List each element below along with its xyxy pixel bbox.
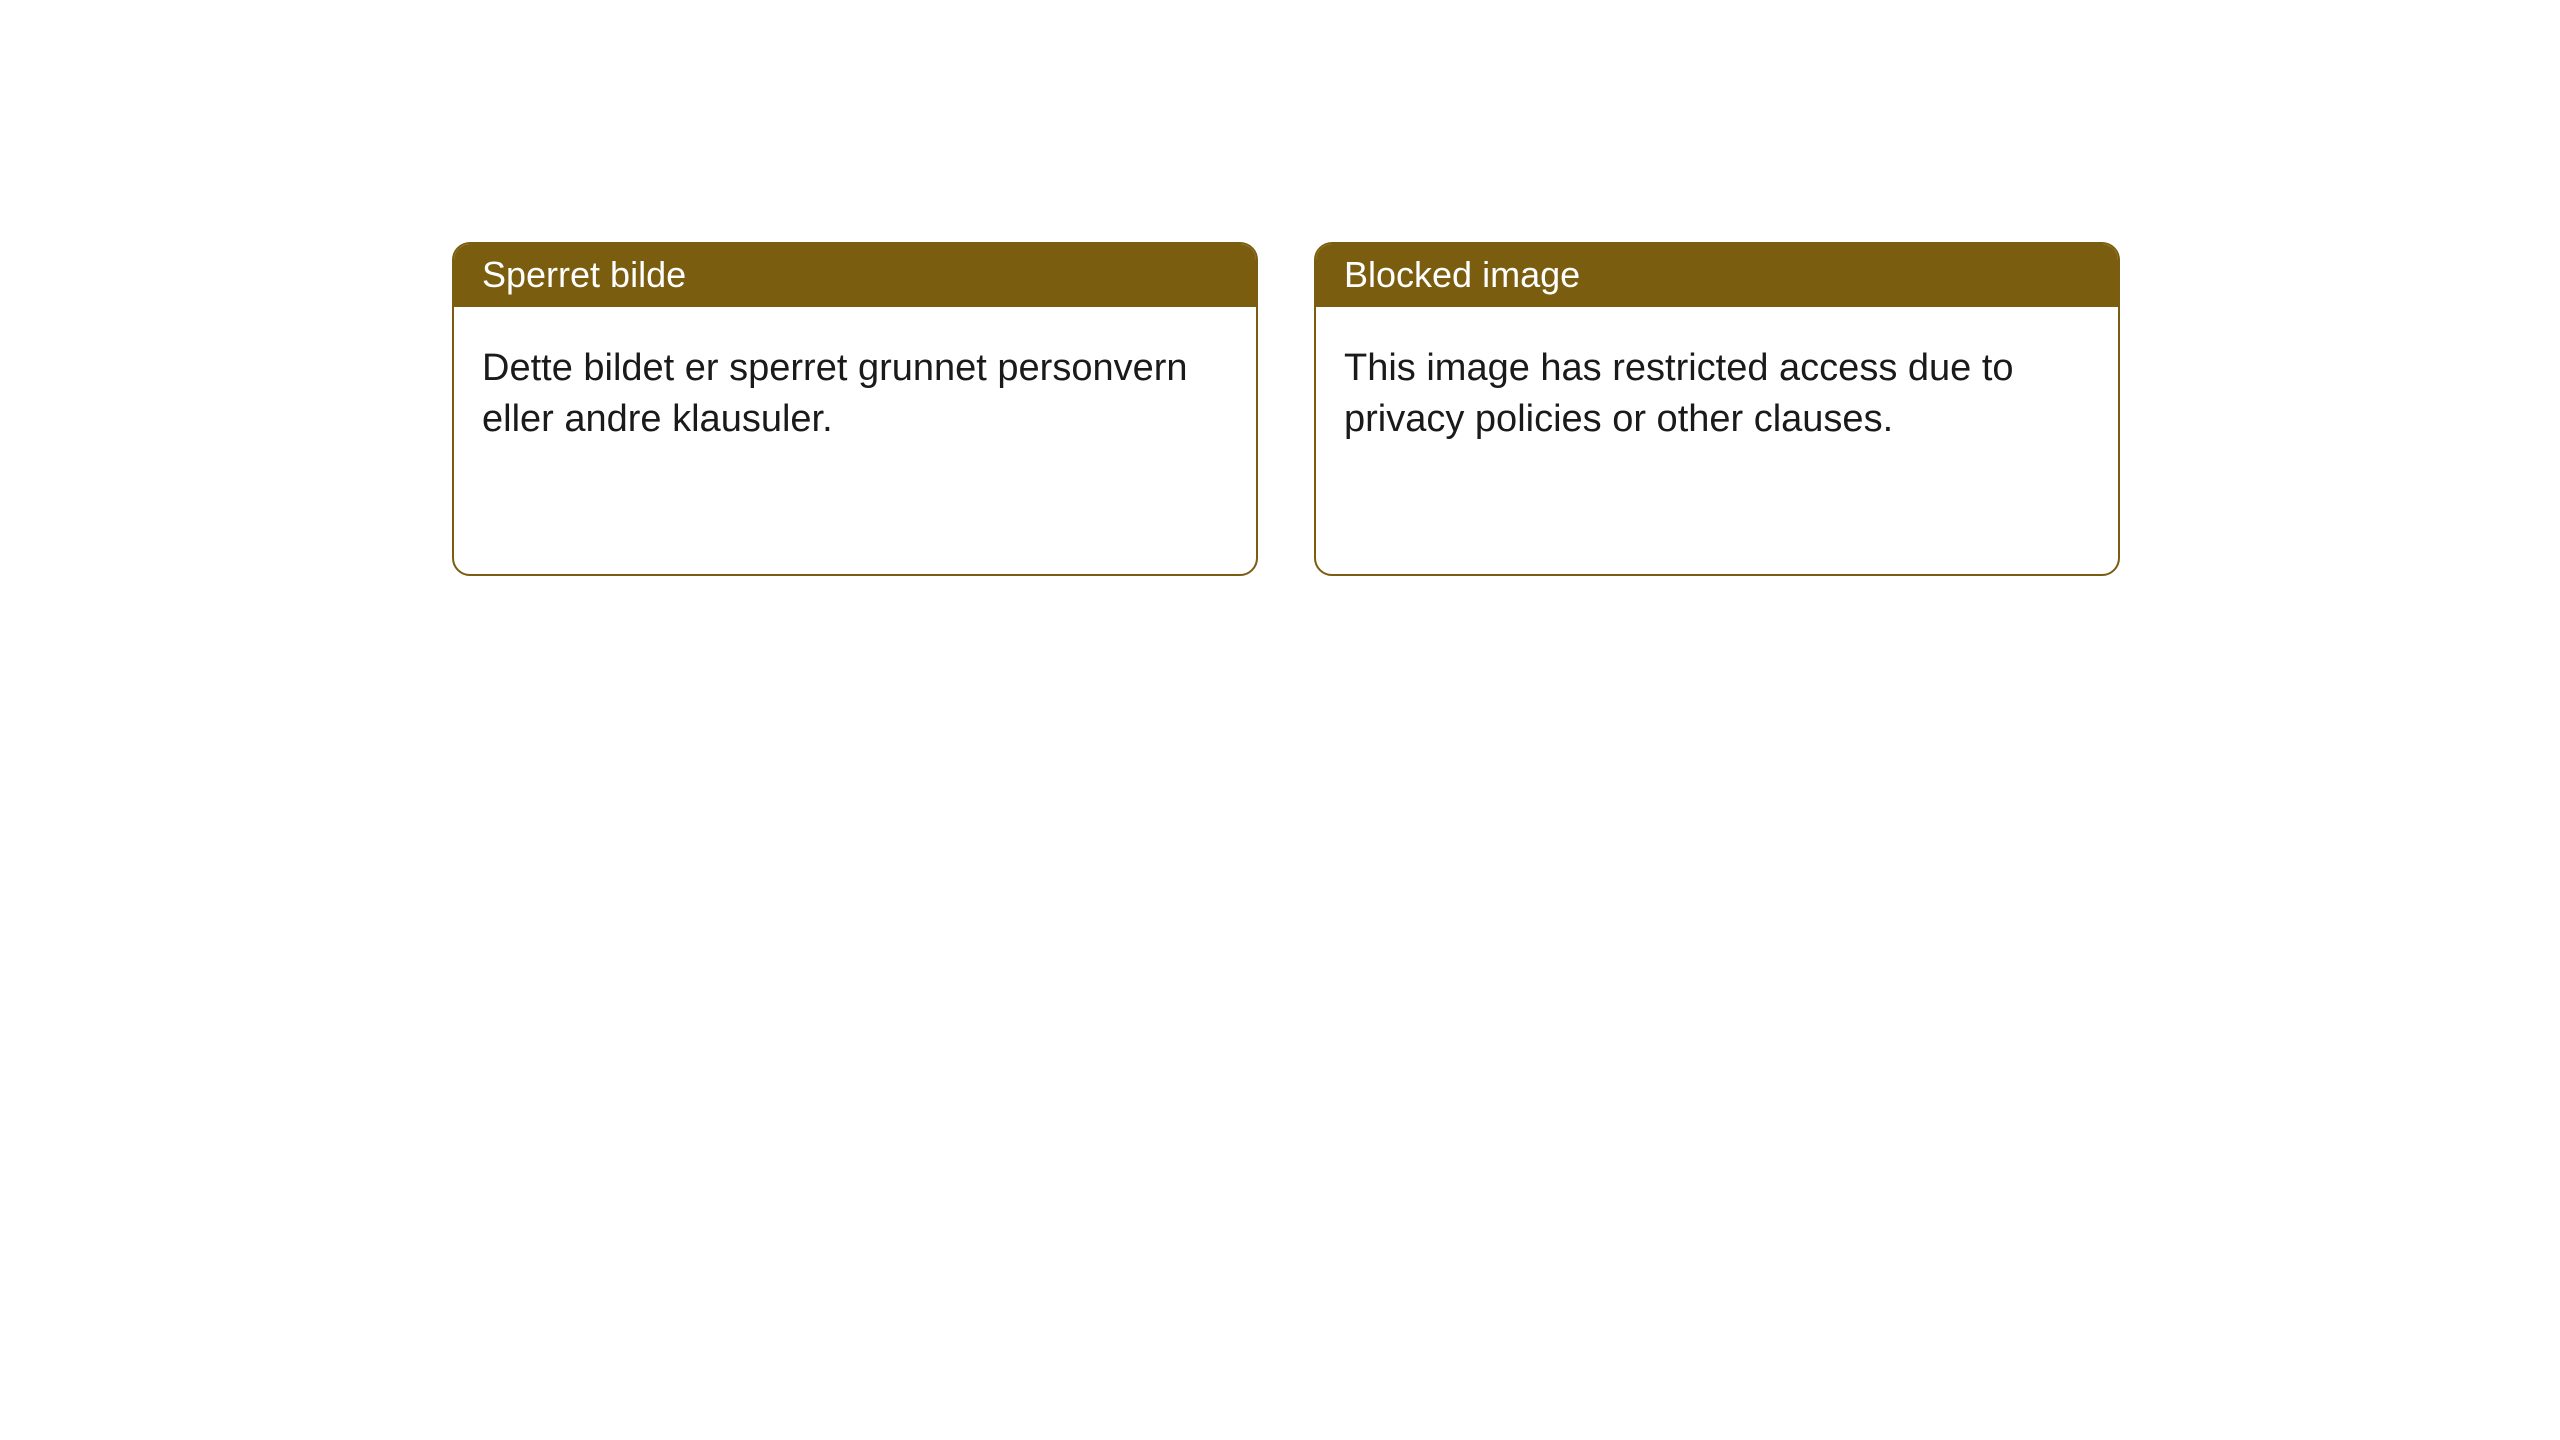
notice-card-en: Blocked image This image has restricted …	[1314, 242, 2120, 576]
notice-card-body: Dette bildet er sperret grunnet personve…	[454, 307, 1256, 474]
notice-card-title: Blocked image	[1316, 244, 2118, 307]
notice-container: Sperret bilde Dette bildet er sperret gr…	[0, 0, 2560, 576]
notice-card-title: Sperret bilde	[454, 244, 1256, 307]
notice-card-no: Sperret bilde Dette bildet er sperret gr…	[452, 242, 1258, 576]
notice-card-body: This image has restricted access due to …	[1316, 307, 2118, 474]
